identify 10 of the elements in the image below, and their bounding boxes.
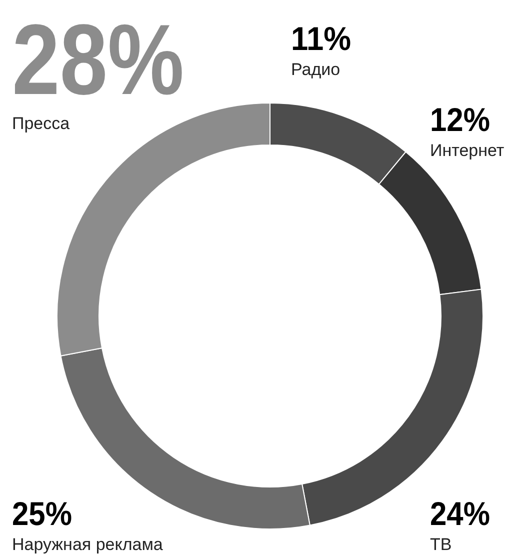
data-label: 28% bbox=[12, 4, 212, 116]
data-label: 25% bbox=[12, 495, 78, 532]
data-label: 11% bbox=[291, 20, 356, 57]
slice-label: Радио bbox=[291, 60, 340, 79]
slice-label: Наружная реклама bbox=[12, 535, 164, 554]
data-label: 24% bbox=[430, 495, 496, 532]
data-label: 12% bbox=[430, 101, 496, 138]
slice-label: ТВ bbox=[430, 535, 452, 554]
slice-label: Интернет bbox=[430, 141, 504, 160]
slice-label: Пресса bbox=[12, 114, 70, 133]
